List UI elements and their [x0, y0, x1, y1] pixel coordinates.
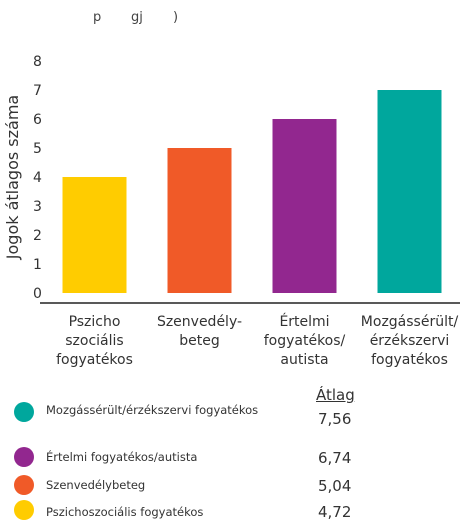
y-tick-label: 1: [33, 257, 42, 273]
bar-1: [167, 148, 232, 293]
x-tick-label: Értelmi: [279, 313, 329, 330]
legend-value: 7,56: [318, 410, 352, 428]
x-tick-label: autista: [280, 352, 328, 368]
legend-label: Pszichoszociális fogyatékos: [46, 505, 204, 519]
y-axis-label: Jogok átlagos száma: [3, 95, 22, 260]
x-tick-label: érzékszervi: [370, 333, 450, 349]
legend-dot-orange: [14, 475, 34, 495]
legend-label: Értelmi fogyatékos/autista: [46, 450, 198, 464]
legend-dot-purple: [14, 447, 34, 467]
y-tick-label: 7: [33, 83, 42, 99]
y-tick-label: 4: [33, 170, 42, 186]
legend-value: 5,04: [318, 477, 352, 495]
header-fragment-2: gj: [131, 10, 143, 25]
y-tick-label: 2: [33, 228, 42, 244]
legend-item-szenvedely: Szenvedélybeteg 5,04: [14, 475, 454, 495]
bar-chart: Jogok átlagos száma 0 1 2 3 4 5 6 7 8 Pszicho szoci…: [3, 54, 460, 368]
legend-label: Szenvedélybeteg: [46, 478, 146, 492]
y-tick-label: 5: [33, 141, 42, 157]
legend-dot-teal: [14, 402, 34, 422]
x-tick-label: fogyatékos: [371, 352, 448, 368]
legend-item-pszichoszocialis: Pszichoszociális fogyatékos 4,72: [14, 500, 454, 521]
legend-dot-yellow: [14, 500, 34, 520]
x-tick-label: Pszicho: [69, 314, 121, 330]
x-tick-label: szociális: [65, 333, 123, 349]
x-tick-label: fogyatékos/: [264, 333, 346, 349]
legend-label: Mozgássérült/érzékszervi fogyatékos: [46, 403, 259, 417]
legend-item-ertelmi: Értelmi fogyatékos/autista 6,74: [14, 447, 454, 467]
legend-item-mozgasserult: Mozgássérült/érzékszervi fogyatékos 7,56: [14, 402, 454, 428]
legend-value: 6,74: [318, 449, 352, 467]
header-fragment-1: p: [93, 10, 102, 25]
x-tick-label: fogyatékos: [56, 352, 133, 368]
header-fragment-3: ): [173, 10, 179, 25]
bar-3: [377, 90, 442, 293]
y-tick-label: 0: [33, 286, 42, 302]
bar-2: [272, 119, 337, 293]
y-tick-label: 3: [33, 199, 42, 215]
y-tick-label: 8: [33, 54, 42, 70]
average-heading: Átlag: [316, 386, 355, 404]
legend-value: 4,72: [318, 503, 352, 521]
y-tick-label: 6: [33, 112, 42, 128]
x-tick-label: beteg: [179, 333, 220, 349]
bar-0: [62, 177, 127, 293]
x-tick-label: Szenvedély-: [157, 314, 242, 330]
x-tick-label: Mozgássérült/: [361, 314, 459, 330]
